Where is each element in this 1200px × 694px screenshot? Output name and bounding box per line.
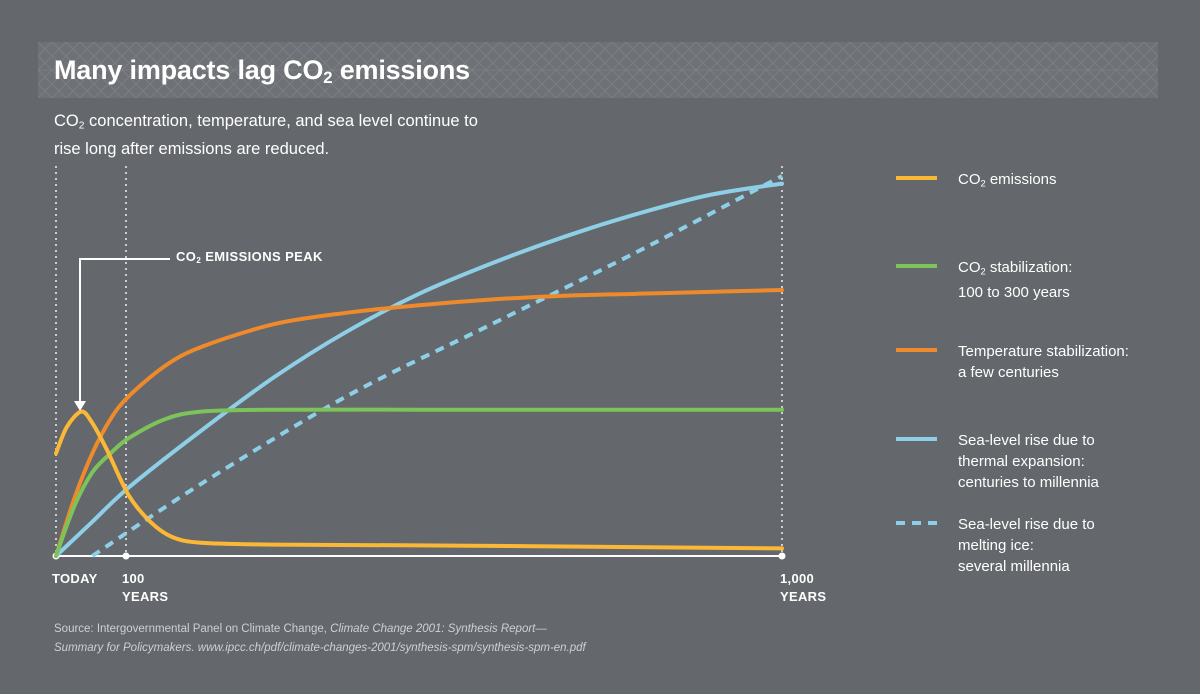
source-note: Source: Intergovernmental Panel on Clima… <box>54 623 586 654</box>
legend-sea-level-ice: Sea-level rise due to melting ice: several… <box>958 516 1095 575</box>
legend-sea-level-thermal: Sea-level rise due to thermal expansion: c… <box>958 432 1099 491</box>
series-line-stabilization <box>54 407 784 558</box>
x-axis-dot-2 <box>778 552 786 560</box>
series-line-co2 <box>54 409 784 551</box>
banner-pattern <box>38 42 1158 98</box>
chart-title: Many impacts lag CO2 emissions <box>54 55 470 88</box>
legend-co2-emissions: CO2 emissions <box>958 171 1057 189</box>
emissions-peak-annotation: CO2 EMISSIONS PEAK <box>176 249 323 265</box>
legend-temperature-stabilization: Temperature stabilization: a few centurie… <box>958 343 1129 381</box>
x-label-100-years: 100 YEARS <box>122 571 169 604</box>
peak-arrow-head <box>74 401 86 411</box>
peak-arrow-line <box>79 258 170 404</box>
x-label-1000-years: 1,000 YEARS <box>780 571 827 604</box>
chart-subtitle: CO2 concentration, temperature, and sea … <box>54 112 478 158</box>
series-line-sea-thermal <box>54 181 784 558</box>
title-banner <box>38 42 1158 98</box>
series-line-sea-ice <box>91 174 783 558</box>
x-axis-dot-1 <box>122 552 130 560</box>
x-label-today: TODAY <box>52 571 98 586</box>
legend-co2-stabilization: CO2 stabilization: 100 to 300 years <box>958 259 1073 302</box>
